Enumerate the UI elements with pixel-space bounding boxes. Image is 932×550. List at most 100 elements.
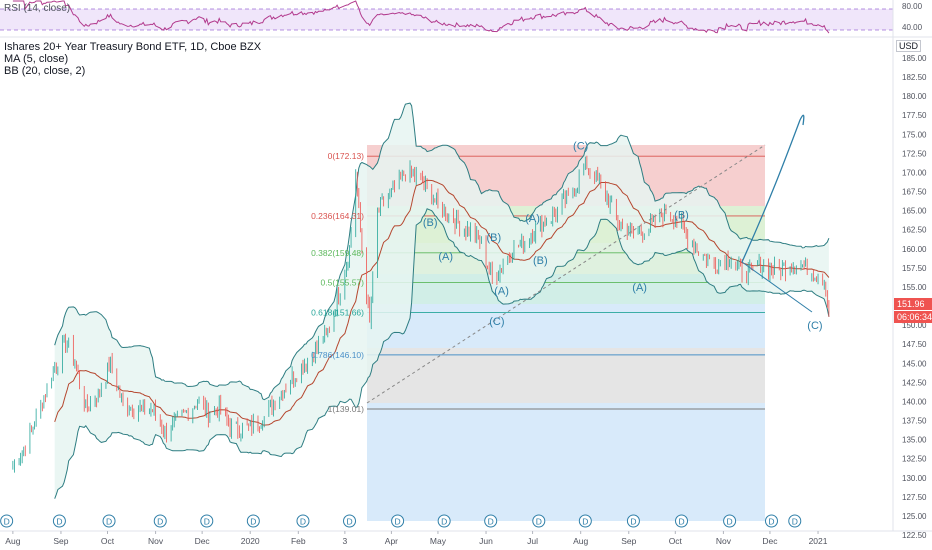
dividend-marker-label: D: [4, 517, 10, 527]
dividend-marker: D: [788, 514, 802, 528]
dividend-marker-label: D: [792, 517, 798, 527]
dividend-marker: D: [675, 514, 689, 528]
x-tick-label: Nov: [148, 536, 164, 546]
fib-level-label: 0.618(151.66): [311, 307, 364, 317]
dividend-marker: D: [723, 514, 737, 528]
y-tick-label: 140.00: [902, 397, 927, 406]
dividend-marker-circle: [200, 514, 214, 528]
x-tick-label: Oct: [669, 536, 683, 546]
dividend-marker-label: D: [395, 517, 401, 527]
candles: [12, 155, 830, 473]
symbol-title[interactable]: Ishares 20+ Year Treasury Bond ETF, 1D, …: [4, 41, 262, 53]
dividend-marker-label: D: [346, 517, 352, 527]
dividend-marker-label: D: [300, 517, 306, 527]
bollinger-basis: [54, 179, 830, 426]
dividend-marker-circle: [532, 514, 546, 528]
x-tick-label: Oct: [101, 536, 115, 546]
wave-label: (B): [533, 255, 548, 267]
y-tick-label: 157.50: [902, 264, 927, 273]
rsi-line: [12, 0, 830, 34]
dividend-marker-label: D: [250, 517, 256, 527]
y-tick-label: 182.50: [902, 73, 927, 82]
rsi-axis-label: 80.00: [902, 2, 923, 11]
dividend-marker-circle: [437, 514, 451, 528]
x-tick-label: Aug: [5, 536, 20, 546]
dividend-marker-circle: [675, 514, 689, 528]
wave-label: (C): [489, 316, 504, 328]
y-tick-label: 170.00: [902, 168, 927, 177]
dividend-marker-label: D: [441, 517, 447, 527]
dividend-marker-label: D: [56, 517, 62, 527]
dividend-marker: D: [484, 514, 498, 528]
rsi-legend: RSI (14, close): [4, 3, 71, 14]
bb-legend[interactable]: BB (20, close, 2): [4, 65, 86, 77]
y-tick-label: 122.50: [902, 531, 927, 540]
x-tick-label: Apr: [385, 536, 398, 546]
dividend-marker: D: [200, 514, 214, 528]
y-tick-label: 185.00: [902, 54, 927, 63]
y-tick-label: 130.00: [902, 474, 927, 483]
bollinger-fill: [54, 103, 829, 499]
y-tick-label: 165.00: [902, 207, 927, 216]
dividend-marker-circle: [52, 514, 66, 528]
currency-label[interactable]: USD: [896, 40, 922, 52]
elliott-down-line: [741, 261, 813, 313]
rsi-band-fill: [0, 9, 893, 30]
wave-label: (A): [632, 282, 647, 294]
y-tick-label: 150.00: [902, 321, 927, 330]
dividend-marker-circle: [723, 514, 737, 528]
dividend-marker-label: D: [157, 517, 163, 527]
elliott-projection-line: [741, 114, 805, 263]
dividend-marker-circle: [788, 514, 802, 528]
dividend-marker-circle: [102, 514, 116, 528]
dividend-marker-label: D: [204, 517, 210, 527]
dividend-marker-circle: [484, 514, 498, 528]
dividend-marker-label: D: [630, 517, 636, 527]
y-tick-label: 172.50: [902, 149, 927, 158]
dividend-marker: D: [153, 514, 167, 528]
wave-label: (B): [486, 232, 501, 244]
x-tick-label: 3: [342, 536, 347, 546]
fib-band-05-0618: [367, 274, 765, 304]
fib-level-label: 0.786(146.10): [311, 350, 364, 360]
x-tick-label: Sep: [621, 536, 636, 546]
dividend-marker-circle: [246, 514, 260, 528]
rsi-pane: 80.00 40.00: [0, 0, 932, 38]
y-tick-label: 155.00: [902, 283, 927, 292]
x-tick-label: Sep: [53, 536, 68, 546]
x-tick-label: 2020: [241, 536, 260, 546]
fib-level-label: 0.5(155.57): [321, 278, 365, 288]
wave-label: (C): [573, 141, 588, 153]
price-pane: 0(172.13) 0.236(164.31) 0.382(159.48) 0.5(1…: [0, 37, 932, 546]
x-tick-label: Dec: [762, 536, 778, 546]
y-tick-label: 177.50: [902, 111, 927, 120]
x-tick-label: Dec: [195, 536, 211, 546]
x-tick-label: 2021: [809, 536, 828, 546]
last-price-tag: 151.96: [894, 298, 932, 310]
wave-label: (B): [423, 217, 438, 229]
time-axis[interactable]: Aug Sep Oct Nov Dec 2020 Feb 3 Apr May Jun Jul Aug Se…: [5, 531, 828, 546]
x-tick-label: Jun: [479, 536, 493, 546]
price-axis[interactable]: 185.00 182.50 180.00 177.50 175.00 172.50 170.…: [902, 54, 927, 540]
ma-legend[interactable]: MA (5, close): [4, 53, 69, 65]
wave-label: (C): [807, 320, 822, 332]
dividend-marker: D: [0, 514, 14, 528]
x-tick-label: Jul: [527, 536, 538, 546]
y-tick-label: 180.00: [902, 92, 927, 101]
dividend-marker: D: [764, 514, 778, 528]
dividend-marker: D: [52, 514, 66, 528]
dividend-marker: D: [343, 514, 357, 528]
dividend-marker: D: [246, 514, 260, 528]
dividend-marker: D: [391, 514, 405, 528]
y-tick-label: 175.00: [902, 130, 927, 139]
wave-label: (A): [438, 251, 453, 263]
y-tick-label: 145.00: [902, 359, 927, 368]
dividend-marker-label: D: [582, 517, 588, 527]
dividend-marker: D: [102, 514, 116, 528]
y-tick-label: 147.50: [902, 340, 927, 349]
wave-label: (A): [525, 213, 540, 225]
bar-countdown-tag: 06:06:34: [894, 311, 932, 323]
dividend-marker-circle: [0, 514, 14, 528]
